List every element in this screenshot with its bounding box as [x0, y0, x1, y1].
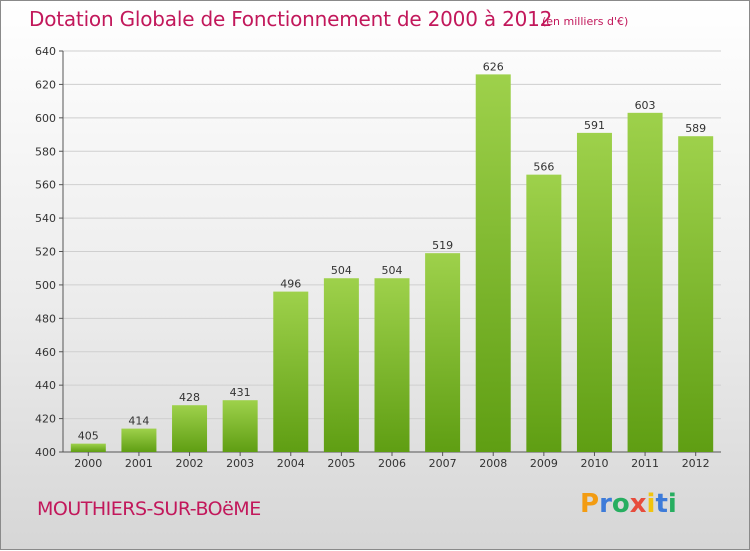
y-tick-label: 620 — [35, 78, 56, 91]
y-tick-label: 400 — [35, 446, 56, 459]
bar-value-label: 504 — [382, 264, 403, 277]
bar-value-label: 504 — [331, 264, 352, 277]
bar-value-label: 589 — [685, 122, 706, 135]
bar — [576, 132, 612, 452]
y-tick-label: 520 — [35, 246, 56, 259]
bar — [425, 253, 461, 452]
y-tick-label: 600 — [35, 112, 56, 125]
x-tick-label: 2010 — [580, 457, 608, 470]
bar-value-label: 496 — [280, 278, 301, 291]
y-tick-label: 420 — [35, 413, 56, 426]
bar — [121, 428, 157, 452]
logo-letter: i — [667, 489, 677, 519]
x-tick-label: 2003 — [226, 457, 254, 470]
x-tick-label: 2002 — [176, 457, 204, 470]
y-tick-label: 560 — [35, 179, 56, 192]
logo-letter: o — [611, 489, 630, 519]
bar — [172, 405, 208, 452]
chart-title: Dotation Globale de Fonctionnement de 20… — [29, 7, 553, 31]
y-tick-label: 440 — [35, 379, 56, 392]
y-tick-label: 580 — [35, 145, 56, 158]
x-tick-label: 2000 — [74, 457, 102, 470]
bar — [70, 443, 106, 452]
bar-value-label: 405 — [78, 430, 99, 443]
logo-letter: i — [646, 489, 656, 519]
bars — [70, 74, 714, 453]
bar — [323, 278, 359, 452]
axes: 400 420 440 460 480 500 520 540 560 580 600 620 640 2… — [35, 45, 721, 470]
bar — [222, 400, 258, 452]
logo-letter: x — [629, 489, 647, 519]
y-tick-label: 460 — [35, 346, 56, 359]
y-tick-label: 480 — [35, 312, 56, 325]
bar — [273, 291, 309, 452]
unit-note: (en milliers d'€) — [542, 15, 629, 28]
bar-value-label: 428 — [179, 391, 200, 404]
x-tick-label: 2011 — [631, 457, 659, 470]
logo-letter: r — [599, 489, 612, 519]
bar-value-label: 603 — [635, 99, 656, 112]
bar-value-label: 519 — [432, 239, 453, 252]
bar — [678, 136, 714, 452]
commune-name: MOUTHIERS-SUR-BOëME — [37, 498, 261, 520]
bar-value-label: 566 — [533, 161, 554, 174]
bar-value-label: 591 — [584, 119, 605, 132]
x-tick-label: 2006 — [378, 457, 406, 470]
x-tick-label: 2004 — [277, 457, 305, 470]
x-tick-label: 2007 — [429, 457, 457, 470]
bar-value-label: 626 — [483, 60, 504, 73]
x-tick-label: 2009 — [530, 457, 558, 470]
bar — [475, 74, 511, 453]
logo-letter: t — [655, 489, 668, 519]
proxiti-logo: Proxiti — [580, 489, 677, 519]
bar-value-label: 431 — [230, 386, 251, 399]
bar-labels: 405 414 428 431 496 504 504 519 626 566 591 603 589 — [78, 60, 706, 442]
y-tick-label: 500 — [35, 279, 56, 292]
y-tick-label: 540 — [35, 212, 56, 225]
bar — [374, 278, 410, 452]
logo-letter: P — [580, 489, 600, 519]
x-tick-label: 2005 — [327, 457, 355, 470]
x-tick-label: 2001 — [125, 457, 153, 470]
bar — [627, 112, 663, 452]
bar-value-label: 414 — [128, 415, 149, 428]
x-tick-label: 2012 — [682, 457, 710, 470]
bar — [526, 174, 562, 452]
y-tick-label: 640 — [35, 45, 56, 58]
x-tick-label: 2008 — [479, 457, 507, 470]
